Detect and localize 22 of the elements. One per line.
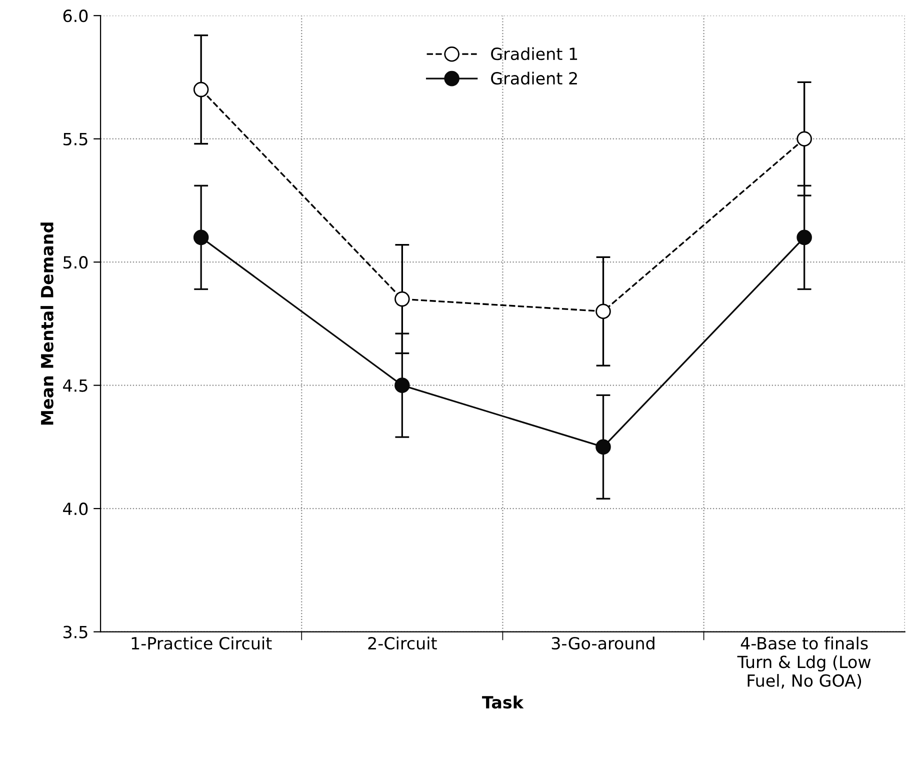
x-tick-label: 1-Practice Circuit bbox=[132, 636, 272, 650]
point bbox=[394, 378, 410, 393]
x-tick-label: 4-Base to finals Turn & Ldg (Low Fuel, No GOA) bbox=[737, 636, 871, 689]
legend-label: Gradient 2 bbox=[491, 72, 577, 85]
x-tick-label: 2-Circuit bbox=[368, 636, 437, 650]
x-tick-label: 3-Go-around bbox=[552, 636, 654, 650]
y-tick-label: 4.0 bbox=[63, 502, 88, 516]
y-tick-label: 4.5 bbox=[63, 380, 88, 392]
y-axis-title: Mean Mental Demand bbox=[40, 222, 54, 425]
y-tick-label: 6.0 bbox=[63, 10, 88, 22]
point bbox=[796, 230, 812, 246]
legend-label: Gradient 1 bbox=[491, 47, 578, 60]
point bbox=[596, 439, 611, 455]
point bbox=[193, 230, 209, 246]
y-tick-label: 3.5 bbox=[64, 626, 88, 638]
y-tick-label: 5.5 bbox=[64, 133, 88, 146]
point bbox=[596, 304, 611, 320]
point bbox=[796, 131, 812, 146]
point bbox=[193, 82, 209, 98]
y-tick-label: 5.0 bbox=[64, 256, 88, 269]
x-axis-title: Task bbox=[482, 696, 524, 709]
point bbox=[394, 291, 410, 307]
